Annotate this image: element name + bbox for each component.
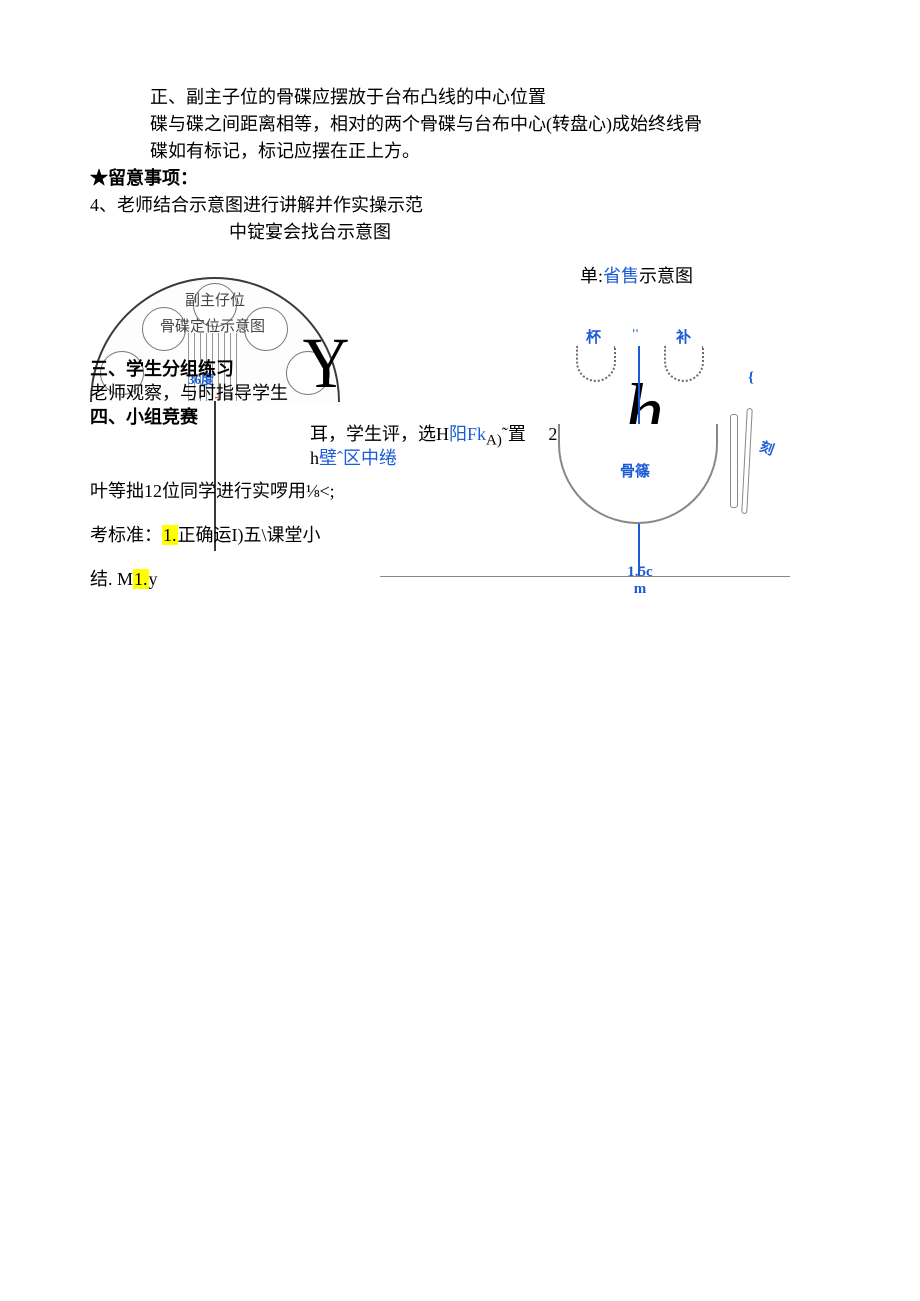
cup-left <box>576 346 616 382</box>
bone-label: 骨篠 <box>620 460 650 481</box>
dim-2: m <box>634 581 647 597</box>
lower-text-a: 叶等拙12位同学进行实啰用⅛<; <box>90 478 335 505</box>
rt-blue: 省售 <box>603 266 639 286</box>
mid-blue1: 阳Fk <box>449 424 486 444</box>
lower-c-highlight: 1. <box>133 569 149 589</box>
right-diagram-title: 单:省售示意图 <box>580 262 693 288</box>
body-line-2: 碟与碟之间距离相等，相对的两个骨碟与台布中心(转盘心)成始终线骨 <box>0 111 920 138</box>
mid-sub: A) <box>486 433 502 449</box>
overlay-text-1: 老师观察，与时指导学生 <box>90 380 288 407</box>
left-label-1: 副主仔位 <box>185 289 245 310</box>
cup-label-right: 补 <box>676 326 691 347</box>
chopstick <box>741 408 753 514</box>
overlay-heading-3: 三、学生分组练习 <box>90 356 234 383</box>
lower-b-post: 正确运I)五\课堂小 <box>178 525 321 545</box>
diagram-region: 副主仔位 骨碟定位示意图 36度 三、学生分组练习 老师观察，与时指导学生 四、… <box>0 272 920 622</box>
knife-label: 刻 <box>757 436 777 460</box>
note-heading: ★留意事项： <box>0 165 920 192</box>
overlay-heading-4: 四、小组竞赛 <box>90 404 198 431</box>
dim-1: 1.5c <box>627 564 652 580</box>
right-frame: 杯 '' 补 { 刻 骨篠 1.5c m <box>520 328 780 588</box>
cup-label-left: 杯 <box>586 326 601 347</box>
right-diagram: 单:省售示意图 杯 '' 补 { 刻 骨篠 1.5c m <box>520 272 800 602</box>
mid-pre: 耳，学生评，选H <box>310 424 449 444</box>
lower-c-post: y <box>149 569 158 589</box>
lower-a: 叶等拙12位同学进行实啰用⅛<; <box>90 481 335 501</box>
mid-text-row-2: h壁ˆ区中绻 <box>310 444 397 470</box>
mid2-plain: h <box>310 448 319 468</box>
diagram-caption: 中锭宴会找台示意图 <box>0 219 920 246</box>
lower-b-highlight: 1. <box>162 525 178 545</box>
cup-label-mid: '' <box>632 326 639 341</box>
dimension-label: 1.5c m <box>618 564 662 597</box>
big-y-glyph: Y <box>303 322 350 405</box>
body-line-3: 碟如有标记，标记应摆在正上方。 <box>0 138 920 165</box>
rt-plain2: 示意图 <box>639 266 693 286</box>
lower-c-pre: 结. M <box>90 569 133 589</box>
left-label-2: 骨碟定位示意图 <box>160 315 265 336</box>
chopstick-rest <box>730 414 738 508</box>
body-line-4: 4、老师结合示意图进行讲解并作实操示范 <box>0 192 920 219</box>
cup-right <box>664 346 704 382</box>
lower-text-c: 结. M1.y <box>90 566 158 593</box>
mid2-blue: 壁ˆ区中绻 <box>319 448 397 468</box>
side-brace: { <box>748 370 754 387</box>
lower-text-b: 考标准：1.正确运I)五\课堂小 <box>90 522 321 549</box>
body-line-1: 正、副主子位的骨碟应摆放于台布凸线的中心位置 <box>0 84 920 111</box>
rt-plain1: 单: <box>580 266 603 286</box>
right-baseline <box>380 576 790 577</box>
lower-b-pre: 考标准： <box>90 525 162 545</box>
